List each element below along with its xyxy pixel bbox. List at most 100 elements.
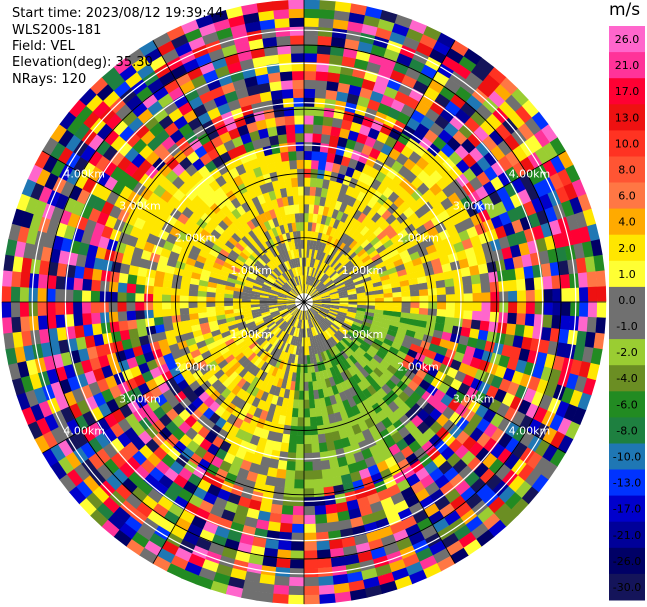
velocity-bin (347, 330, 357, 339)
velocity-bin (303, 35, 318, 45)
velocity-bin (421, 149, 435, 164)
velocity-bin (351, 67, 367, 79)
velocity-bin (314, 315, 321, 324)
velocity-bin (582, 208, 596, 227)
velocity-bin (190, 349, 202, 359)
velocity-bin (255, 320, 265, 327)
velocity-bin (414, 101, 430, 116)
velocity-bin (137, 159, 153, 174)
velocity-bin (390, 98, 405, 113)
velocity-bin (366, 298, 376, 302)
velocity-bin (12, 377, 26, 396)
velocity-bin (144, 276, 155, 287)
velocity-bin (332, 108, 345, 120)
velocity-bin (330, 336, 338, 346)
velocity-bin (432, 70, 450, 86)
velocity-bin (286, 299, 296, 302)
velocity-bin (375, 215, 386, 227)
velocity-bin (208, 248, 220, 258)
velocity-bin (170, 525, 188, 540)
velocity-bin (343, 260, 353, 269)
velocity-bin (303, 141, 313, 152)
velocity-bin (316, 416, 324, 426)
velocity-bin (322, 253, 329, 263)
velocity-bin (154, 270, 165, 280)
velocity-bin (307, 310, 312, 319)
velocity-bin (503, 133, 520, 151)
velocity-bin (407, 212, 420, 224)
velocity-bin (276, 170, 285, 181)
velocity-bin (590, 347, 603, 365)
velocity-bin (229, 345, 240, 355)
velocity-bin (282, 252, 289, 262)
velocity-bin (103, 176, 118, 192)
velocity-bin (128, 265, 139, 276)
velocity-bin (60, 180, 75, 198)
velocity-bin (356, 292, 367, 297)
velocity-bin (449, 232, 462, 245)
velocity-bin (369, 222, 380, 233)
velocity-bin (236, 340, 247, 350)
velocity-bin (475, 403, 490, 419)
colorbar-swatch (609, 547, 645, 575)
velocity-bin (290, 425, 298, 436)
range-ring-label: 1.00km (230, 328, 272, 341)
velocity-bin (407, 324, 418, 332)
velocity-bin (232, 298, 242, 303)
velocity-bin (337, 312, 347, 318)
velocity-bin (283, 261, 290, 271)
velocity-bin (309, 308, 317, 316)
velocity-bin (178, 50, 196, 65)
velocity-bin (178, 123, 193, 137)
velocity-bin (283, 284, 291, 291)
velocity-bin (68, 184, 83, 202)
velocity-bin (432, 40, 451, 56)
velocity-bin (312, 317, 318, 326)
colorbar-tick-label: -6.0 (616, 398, 637, 411)
velocity-bin (260, 290, 270, 295)
velocity-bin (183, 502, 200, 517)
velocity-bin (116, 432, 132, 448)
velocity-bin (216, 318, 227, 326)
velocity-bin (132, 450, 148, 466)
velocity-bin (151, 171, 166, 185)
velocity-bin (257, 10, 275, 22)
velocity-bin (249, 268, 260, 276)
velocity-bin (143, 293, 154, 303)
velocity-bin (223, 293, 234, 299)
velocity-bin (248, 499, 262, 511)
velocity-bin (308, 309, 315, 318)
velocity-bin (305, 275, 309, 285)
velocity-bin (304, 585, 320, 596)
velocity-bin (531, 390, 545, 407)
velocity-bin (162, 100, 179, 116)
velocity-bin (406, 348, 418, 359)
velocity-bin (225, 316, 236, 323)
velocity-bin (55, 289, 65, 303)
velocity-bin (143, 47, 162, 64)
velocity-bin (277, 305, 287, 309)
velocity-bin (226, 381, 238, 393)
velocity-bin (483, 422, 499, 438)
velocity-bin (463, 301, 474, 311)
velocity-bin (241, 307, 252, 312)
velocity-bin (516, 289, 527, 302)
velocity-bin (96, 464, 113, 481)
velocity-bin (408, 318, 419, 327)
velocity-bin (222, 216, 233, 227)
velocity-bin (472, 292, 482, 302)
range-ring-label: 4.00km (509, 425, 551, 438)
velocity-bin (253, 315, 263, 322)
velocity-bin (291, 79, 304, 90)
velocity-bin (266, 333, 275, 342)
velocity-bin (287, 280, 294, 289)
velocity-bin (314, 496, 326, 507)
velocity-bin (303, 159, 312, 169)
velocity-bin (187, 36, 206, 51)
velocity-bin (135, 284, 145, 294)
velocity-bin (403, 239, 416, 250)
velocity-bin (331, 117, 343, 129)
velocity-bin (157, 496, 174, 512)
velocity-bin (354, 282, 365, 289)
colorbar-tick-label: -21.0 (613, 529, 641, 542)
